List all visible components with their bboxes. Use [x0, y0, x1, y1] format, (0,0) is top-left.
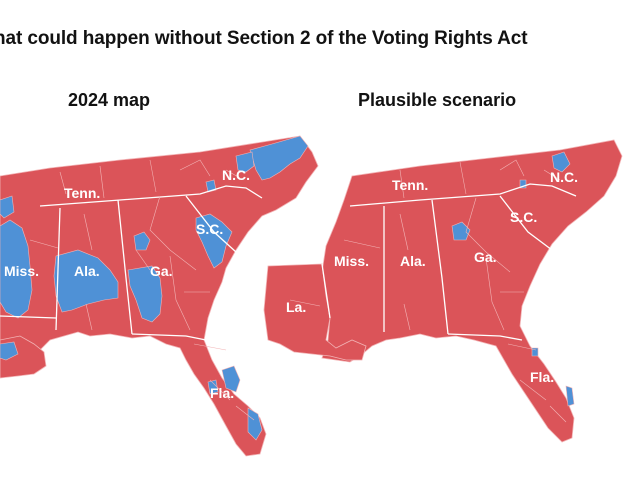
southeast-landmass-scenario	[321, 139, 623, 443]
label-sc-2024: S.C.	[196, 221, 223, 237]
map-title-scenario: Plausible scenario	[358, 90, 517, 110]
district-dem-sc	[195, 213, 233, 269]
label-fla-2024: Fla.	[210, 385, 234, 401]
district-dem-fl-tampa	[207, 379, 219, 395]
district-dem-ga-southwest	[127, 265, 163, 323]
label-nc-2024: N.C.	[222, 167, 250, 183]
label-ga-2024: Ga.	[150, 263, 173, 279]
district-dem-nc-northeast	[249, 135, 309, 181]
label-sc-scenario: S.C.	[510, 209, 537, 225]
district-dem-mississippi	[0, 219, 33, 319]
label-ga-scenario: Ga.	[474, 249, 497, 265]
label-nc-scenario: N.C.	[550, 169, 578, 185]
label-tenn-scenario: Tenn.	[392, 177, 428, 193]
map-scenario: Tenn. N.C. S.C. Miss. Ala. Ga. La. Fla.	[263, 139, 623, 443]
district-dem-fl-east-scenario	[565, 385, 575, 407]
label-la-scenario: La.	[286, 299, 306, 315]
label-tenn-2024: Tenn.	[64, 185, 100, 201]
district-dem-ms-upper	[0, 195, 15, 219]
headline: hat could happen without Section 2 of th…	[0, 28, 528, 49]
label-miss-2024: Miss.	[4, 263, 39, 279]
map-2024: Tenn. N.C. S.C. Miss. Ala. Ga. Fla.	[0, 135, 319, 457]
map-title-2024: 2024 map	[68, 90, 151, 110]
state-borders-2024	[0, 185, 263, 341]
district-dem-nc-scenario	[551, 151, 571, 173]
district-borders-2024	[29, 159, 255, 421]
state-borders-scenario	[321, 183, 577, 341]
district-dem-nc-central	[235, 151, 255, 173]
district-dem-new-orleans	[0, 341, 19, 361]
district-dem-atlanta-scenario	[451, 221, 471, 241]
district-dem-nc-small	[205, 179, 217, 193]
district-dem-fl-dot-scenario	[531, 347, 539, 357]
label-ala-scenario: Ala.	[400, 253, 426, 269]
district-dem-fl-southeast	[247, 407, 263, 441]
district-dem-atlanta	[133, 231, 151, 251]
district-dem-alabama	[53, 249, 119, 313]
district-dem-fl-orlando	[221, 365, 241, 393]
label-ala-2024: Ala.	[74, 263, 100, 279]
district-borders-scenario	[289, 159, 567, 423]
label-miss-scenario: Miss.	[334, 253, 369, 269]
label-fla-scenario: Fla.	[530, 369, 554, 385]
